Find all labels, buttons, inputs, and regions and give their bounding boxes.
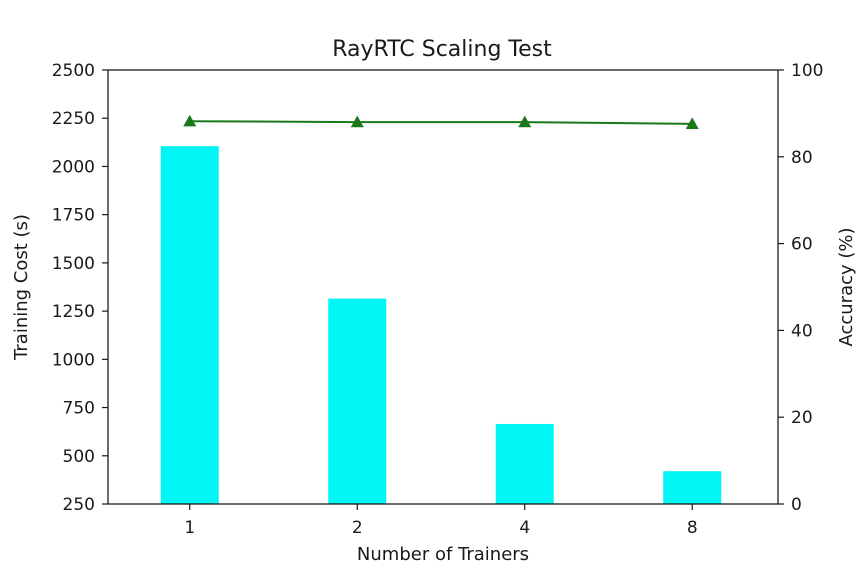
x-axis-label: Number of Trainers [357, 544, 529, 565]
accuracy-marker-1 [183, 114, 197, 127]
y2-tick-label: 0 [791, 495, 802, 515]
bar-2 [328, 298, 387, 504]
x-axis-ticks: 1 2 4 8 [184, 504, 698, 538]
y-tick-label: 2250 [52, 109, 95, 129]
y2-tick-label: 80 [791, 148, 813, 168]
bar-8 [663, 471, 722, 504]
accuracy-marker-8 [685, 117, 699, 130]
y-tick-label: 1000 [52, 350, 95, 370]
accuracy-line [189, 120, 693, 125]
accuracy-marker-2 [350, 115, 364, 128]
bars-layer [160, 146, 722, 505]
line-layer [183, 114, 699, 130]
accuracy-marker-4 [518, 115, 532, 128]
y-tick-label: 500 [63, 447, 95, 467]
y-tick-label: 1500 [52, 254, 95, 274]
y2-tick-label: 20 [791, 408, 813, 428]
y2-tick-label: 100 [791, 61, 823, 81]
y-tick-label: 2500 [52, 61, 95, 81]
chart-title: RayRTC Scaling Test [332, 37, 552, 62]
x-tick-label: 8 [687, 518, 698, 538]
y-tick-label: 750 [63, 399, 95, 419]
y-tick-label: 1250 [52, 302, 95, 322]
y-tick-label: 250 [63, 495, 95, 515]
plot-frame [107, 69, 779, 505]
x-tick-label: 2 [352, 518, 363, 538]
y-axis-label: Training Cost (s) [11, 214, 32, 361]
y2-axis-ticks: 0 20 40 60 80 100 [778, 61, 823, 515]
y2-tick-label: 60 [791, 235, 813, 255]
y2-tick-label: 40 [791, 321, 813, 341]
y-axis-ticks: 250 500 750 1000 1250 1500 1750 2000 2250 2500 [52, 61, 108, 515]
bar-4 [495, 423, 554, 504]
bar-1 [160, 146, 219, 505]
x-tick-label: 1 [184, 518, 195, 538]
y-tick-label: 1750 [52, 206, 95, 226]
y2-axis-label: Accuracy (%) [836, 227, 857, 346]
y-tick-label: 2000 [52, 157, 95, 177]
x-tick-label: 4 [519, 518, 530, 538]
